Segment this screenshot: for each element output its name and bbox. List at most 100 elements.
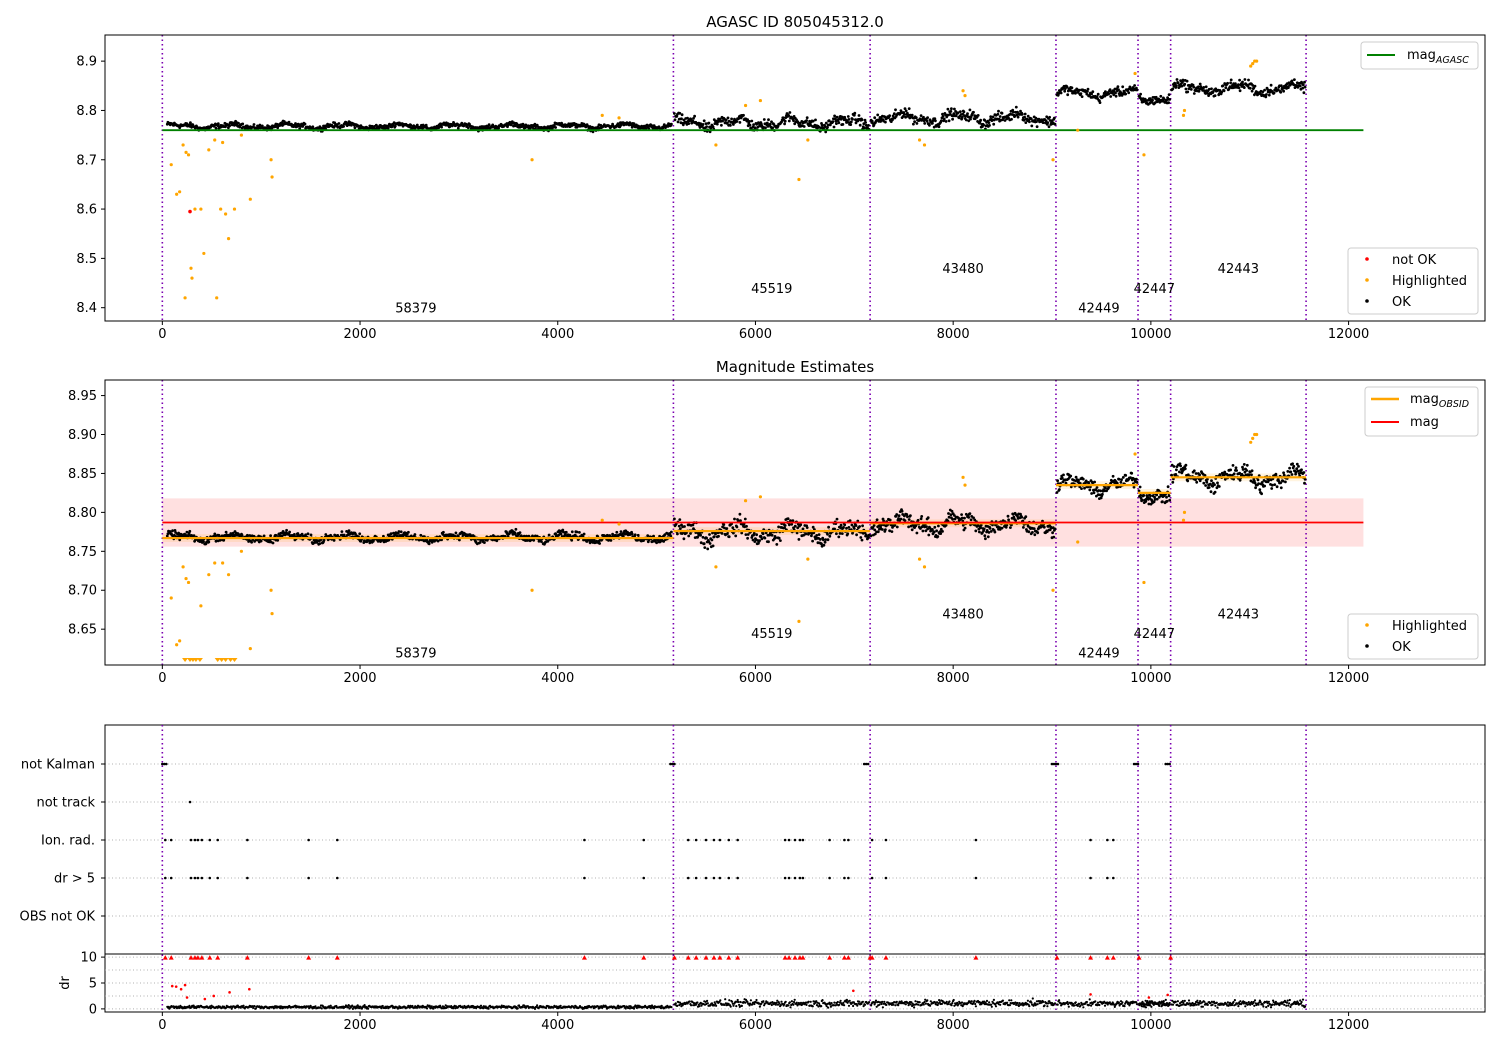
ok-point (1003, 119, 1007, 122)
ok-point (1129, 476, 1132, 480)
ok-point (1011, 110, 1015, 114)
ok-point (870, 119, 874, 123)
flag-point (336, 876, 339, 880)
dr-point (242, 1004, 245, 1007)
flag-row-label: Ion. rad. (41, 834, 95, 849)
ok-point (306, 532, 310, 536)
ok-point (1170, 473, 1173, 477)
highlighted-point (797, 177, 801, 182)
ok-point (936, 535, 940, 538)
not-ok-point (188, 209, 192, 214)
ok-point (706, 547, 710, 551)
dr-point (329, 1004, 332, 1007)
x-tick-label: 2000 (343, 327, 376, 342)
highlighted-point (922, 565, 927, 569)
ok-point (1231, 464, 1235, 467)
ok-point (689, 118, 693, 121)
ok-point (1117, 477, 1121, 481)
dr-point (746, 1000, 749, 1004)
ok-point (1275, 485, 1279, 489)
flag-point (671, 762, 674, 766)
ok-point (1211, 484, 1215, 488)
ok-point (358, 532, 362, 536)
ok-point (919, 114, 923, 117)
ok-point (1154, 95, 1158, 99)
ok-point (988, 124, 991, 127)
ok-point (821, 538, 825, 542)
ok-point (907, 518, 911, 521)
dr-point (346, 1006, 350, 1009)
ok-point (827, 525, 830, 529)
dr-point (724, 998, 727, 1001)
ok-point (1269, 83, 1273, 87)
ok-point (1301, 83, 1305, 87)
ok-point (705, 536, 708, 540)
ok-point (1281, 479, 1285, 483)
ok-point (1226, 81, 1229, 85)
ok-point (673, 118, 677, 122)
dr-point (624, 1007, 627, 1010)
ok-point (1180, 84, 1184, 88)
ok-point (276, 538, 280, 542)
ok-point (534, 127, 537, 130)
ok-point (941, 115, 945, 118)
ok-point (851, 117, 854, 121)
ok-point (931, 528, 934, 531)
dr-point (380, 1007, 383, 1010)
flag-point (583, 838, 586, 842)
dr-point (674, 1002, 677, 1005)
obsid-label: 45519 (751, 627, 792, 642)
ok-point (413, 533, 417, 536)
obsid-label: 58379 (395, 647, 436, 662)
ok-point (838, 532, 842, 535)
ok-point (846, 120, 850, 124)
ok-point (1224, 86, 1228, 90)
highlighted-point (175, 192, 179, 196)
ok-point (1267, 93, 1271, 97)
ok-point (933, 525, 937, 529)
ok-point (941, 112, 944, 116)
highlighted-point (193, 207, 197, 211)
ok-point (595, 539, 598, 543)
dr-point (623, 1005, 626, 1008)
ok-point (1023, 115, 1026, 119)
highlighted-below-range-marker (214, 658, 221, 662)
ok-point (332, 539, 336, 542)
ok-point (894, 108, 897, 112)
ok-point (1183, 82, 1187, 86)
ok-point (756, 125, 760, 129)
ok-point (483, 541, 486, 544)
ok-point (752, 531, 756, 535)
ok-point (1202, 481, 1206, 485)
ok-point (1210, 87, 1213, 91)
ok-point (744, 533, 748, 536)
ok-point (1221, 84, 1225, 88)
highlighted-point (1142, 580, 1146, 585)
ok-point (1222, 89, 1226, 93)
highlighted-point (530, 158, 534, 162)
y-tick-label: 8.7 (76, 153, 97, 168)
ok-point (1027, 530, 1031, 534)
highlighted-point (1051, 158, 1055, 162)
flag-point (196, 838, 200, 842)
ok-point (893, 523, 897, 527)
flag-point (189, 838, 193, 842)
flag-point (164, 876, 167, 880)
ok-point (831, 120, 835, 124)
ok-point (909, 514, 912, 517)
ok-point (1151, 98, 1154, 102)
ok-point (1204, 85, 1208, 89)
flag-point (1134, 762, 1138, 766)
ok-point (926, 116, 929, 119)
flag-point (164, 762, 168, 766)
ok-point (783, 122, 786, 126)
ok-point (633, 533, 637, 537)
ok-point (1189, 88, 1193, 91)
obsid-label: 45519 (751, 282, 792, 297)
ok-point (546, 539, 550, 543)
highlighted-point (743, 499, 748, 503)
ok-point (214, 126, 218, 130)
ok-point (347, 529, 351, 533)
ok-point (817, 533, 821, 536)
flag-point (1056, 762, 1060, 766)
